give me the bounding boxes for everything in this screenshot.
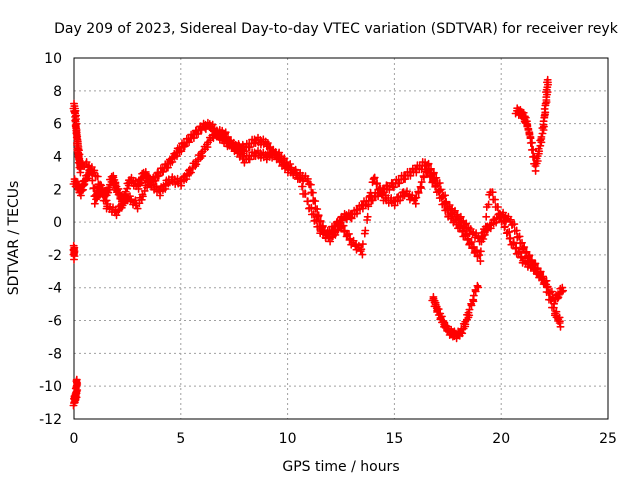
y-tick-label: 10 — [44, 51, 62, 67]
data-series — [69, 75, 568, 410]
x-tick-label: 15 — [385, 431, 403, 447]
x-tick-labels: 0 5 10 15 20 25 — [70, 431, 617, 447]
x-tick-label: 20 — [492, 431, 510, 447]
series-track-secondary — [80, 125, 565, 331]
y-tick-label: -10 — [39, 379, 62, 395]
grid-lines — [74, 58, 608, 419]
x-tick-label: 25 — [599, 431, 617, 447]
series-early-drop — [69, 241, 79, 264]
y-tick-label: -12 — [39, 412, 62, 428]
y-tick-label: -2 — [48, 248, 62, 264]
x-axis-label: GPS time / hours — [282, 459, 399, 475]
series-track-main — [69, 118, 568, 308]
series-early-low — [69, 375, 82, 410]
series-late-high — [511, 75, 552, 175]
series-late-arc — [428, 281, 483, 343]
y-tick-label: -4 — [48, 281, 62, 297]
y-tick-label: -8 — [48, 346, 62, 362]
y-tick-label: 4 — [53, 149, 62, 165]
series-early-spike — [69, 99, 85, 177]
y-tick-labels: -12 -10 -8 -6 -4 -2 0 2 4 6 8 10 — [39, 51, 62, 428]
y-tick-label: -6 — [48, 314, 62, 330]
x-tick-label: 0 — [70, 431, 79, 447]
y-tick-label: 0 — [53, 215, 62, 231]
y-tick-label: 6 — [53, 117, 62, 133]
y-tick-label: 2 — [53, 182, 62, 198]
chart-title: Day 209 of 2023, Sidereal Day-to-day VTE… — [54, 21, 619, 37]
y-tick-label: 8 — [53, 84, 62, 100]
y-axis-label: SDTVAR / TECUs — [6, 181, 22, 296]
x-tick-label: 10 — [279, 431, 297, 447]
axis-ticks — [74, 58, 608, 419]
plot-frame — [73, 57, 609, 420]
x-tick-label: 5 — [176, 431, 185, 447]
